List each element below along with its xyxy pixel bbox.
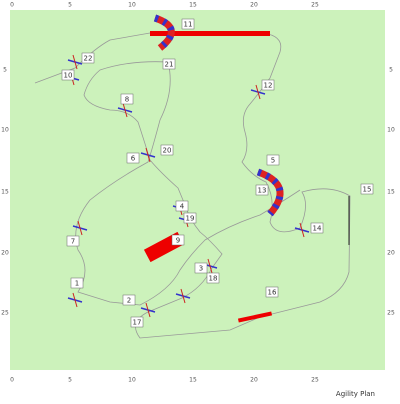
jump-wing xyxy=(207,258,213,274)
obstacle-box xyxy=(255,184,269,196)
jump-wing xyxy=(180,288,186,304)
obstacle-number: 5 xyxy=(271,157,275,165)
x-label-top: 0 xyxy=(10,2,14,9)
obstacle-box xyxy=(61,69,75,81)
x-label-top: 10 xyxy=(128,2,136,9)
footer: Agility Plan xyxy=(336,390,375,398)
obstacle-box xyxy=(160,144,174,156)
jump-wing xyxy=(72,54,78,70)
obstacle-number: 10 xyxy=(64,72,73,80)
obstacle-box xyxy=(360,183,374,195)
obstacle-number: 4 xyxy=(180,203,185,211)
x-label-bottom: 25 xyxy=(311,377,319,384)
obstacle-number: 2 xyxy=(127,297,131,305)
x-label-bottom: 20 xyxy=(250,377,258,384)
obstacle-number: 8 xyxy=(125,96,129,104)
obstacle-number: 13 xyxy=(258,187,267,195)
obstacle-box xyxy=(266,154,280,166)
obstacle-number: 15 xyxy=(363,186,372,194)
obstacle-number: 1 xyxy=(75,280,79,288)
see-saw xyxy=(237,311,273,323)
obstacle-number: 9 xyxy=(176,237,180,245)
obstacle-box xyxy=(81,52,95,64)
obstacle-box xyxy=(162,58,176,70)
obstacle-box xyxy=(181,18,195,30)
x-label-top: 25 xyxy=(311,2,319,9)
obstacle-box xyxy=(66,235,80,247)
jump-wing xyxy=(255,84,261,100)
obstacle-box xyxy=(122,294,136,306)
obstacle-box xyxy=(120,93,134,105)
obstacle-box xyxy=(183,212,197,224)
obstacle-number: 22 xyxy=(84,55,93,63)
y-label-left: 15 xyxy=(1,189,9,196)
y-label-right: 5 xyxy=(389,67,393,74)
jump-wing xyxy=(122,102,128,118)
obstacle-box xyxy=(70,277,84,289)
dog-walk xyxy=(150,31,270,36)
y-label-left: 5 xyxy=(3,67,7,74)
obstacle-number: 7 xyxy=(71,238,75,246)
tunnel-top-stripes xyxy=(153,14,175,51)
jump-wing xyxy=(72,292,78,308)
y-label-right: 10 xyxy=(387,127,395,134)
obstacle-box xyxy=(310,222,324,234)
obstacle-box xyxy=(206,272,220,284)
jump-wing xyxy=(77,220,83,236)
obstacle-number: 6 xyxy=(131,155,136,163)
obstacle-number: 12 xyxy=(264,82,273,90)
obstacle-number: 20 xyxy=(163,147,172,155)
y-label-left: 25 xyxy=(1,310,9,317)
x-label-bottom: 10 xyxy=(128,377,136,384)
field xyxy=(10,10,385,370)
obstacle-number: 18 xyxy=(209,275,218,283)
obstacle-box xyxy=(130,316,144,328)
y-label-left: 20 xyxy=(1,250,9,257)
obstacle-number: 21 xyxy=(165,61,174,69)
obstacle-number: 17 xyxy=(133,319,142,327)
obstacle-box xyxy=(126,152,140,164)
obstacle-box xyxy=(175,200,189,212)
obstacle-box xyxy=(194,262,208,274)
tunnel-right-stripes xyxy=(256,168,284,217)
x-label-bottom: 0 xyxy=(10,377,14,384)
x-label-top: 20 xyxy=(250,2,258,9)
y-label-right: 20 xyxy=(387,250,395,257)
x-label-top: 5 xyxy=(68,2,72,9)
obstacle-number: 3 xyxy=(199,265,203,273)
obstacle-number: 16 xyxy=(268,289,277,297)
obstacle-number: 19 xyxy=(186,215,195,223)
obstacle-box xyxy=(171,234,185,246)
jump-wing xyxy=(145,147,151,163)
obstacle-box xyxy=(265,286,279,298)
x-label-bottom: 15 xyxy=(189,377,197,384)
jump-wing xyxy=(145,302,151,318)
x-label-top: 15 xyxy=(189,2,197,9)
y-label-right: 15 xyxy=(387,189,395,196)
jump-wing xyxy=(299,222,305,238)
obstacle-box xyxy=(261,79,275,91)
x-label-bottom: 5 xyxy=(68,377,72,384)
obstacle-number: 14 xyxy=(313,225,322,233)
y-label-left: 10 xyxy=(1,127,9,134)
y-label-right: 25 xyxy=(387,310,395,317)
obstacle-number: 11 xyxy=(184,21,193,29)
